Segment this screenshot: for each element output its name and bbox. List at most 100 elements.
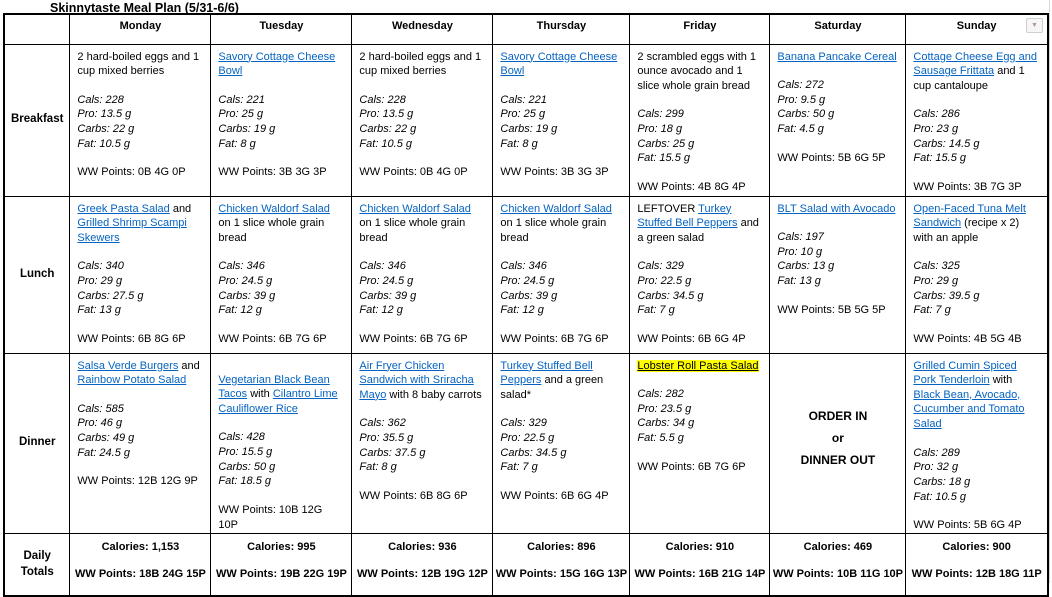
nutrition-fat: Fat: 12 g bbox=[218, 304, 262, 317]
nutrition-pro: Pro: 25 g bbox=[500, 108, 546, 121]
spacer bbox=[777, 216, 898, 230]
column-header-tuesday: Tuesday bbox=[210, 13, 353, 45]
day-label: Friday bbox=[683, 20, 717, 32]
recipe-link[interactable]: Savory Cottage Cheese Bowl bbox=[218, 50, 336, 78]
meal-description: 2 hard-boiled eggs and 1 cup mixed berri… bbox=[359, 50, 485, 79]
recipe-link[interactable]: Salsa Verde Burgers bbox=[77, 359, 179, 372]
meal-text: and a green salad bbox=[637, 217, 759, 244]
recipe-link[interactable]: Chicken Waldorf Salad bbox=[218, 202, 330, 215]
nutrition-cals: Cals: 228 bbox=[359, 93, 406, 106]
nutrition-cals: Cals: 325 bbox=[913, 260, 960, 273]
meal-description: Lobster Roll Pasta Salad bbox=[637, 359, 762, 374]
meal-cell-dinner-friday: Lobster Roll Pasta Salad Cals: 282 Pro: 23… bbox=[629, 352, 771, 534]
recipe-link[interactable]: Grilled Cumin Spiced Pork Tenderloin bbox=[913, 359, 1017, 387]
nutrition-cals: Cals: 221 bbox=[500, 93, 547, 106]
meal-cell-lunch-monday: Greek Pasta Salad and Grilled Shrimp Sca… bbox=[69, 195, 212, 354]
recipe-link[interactable]: Turkey Stuffed Bell Peppers bbox=[500, 359, 593, 387]
dropdown-arrow-icon[interactable]: ▼ bbox=[1025, 18, 1043, 33]
nutrition-block: Cals: 585 Pro: 46 g Carbs: 49 g Fat: 24.5 g bbox=[77, 402, 203, 461]
nutrition-carbs: Carbs: 19 g bbox=[218, 123, 276, 135]
recipe-link[interactable]: BLT Salad with Avocado bbox=[777, 202, 896, 215]
recipe-link[interactable]: Turkey Stuffed Bell Peppers bbox=[637, 202, 738, 230]
recipe-link[interactable]: Open-Faced Tuna Melt Sandwich bbox=[913, 202, 1026, 230]
nutrition-pro: Pro: 22.5 g bbox=[637, 275, 692, 287]
spacer bbox=[500, 475, 622, 489]
spacer bbox=[913, 166, 1040, 180]
nutrition-cals: Cals: 221 bbox=[218, 93, 265, 106]
spacer bbox=[218, 416, 344, 430]
total-cell-tuesday: Calories: 995 WW Points: 19B 22G 19P bbox=[210, 532, 353, 597]
recipe-link[interactable]: Air Fryer Chicken Sandwich with Sriracha… bbox=[359, 359, 474, 401]
spacer bbox=[500, 245, 622, 259]
nutrition-fat: Fat: 12 g bbox=[359, 304, 403, 317]
spacer bbox=[359, 245, 485, 259]
meal-text: on 1 slice whole grain bread bbox=[359, 217, 466, 244]
spacer bbox=[777, 64, 898, 78]
nutrition-carbs: Carbs: 27.5 g bbox=[77, 289, 144, 302]
spacer bbox=[218, 489, 344, 503]
nutrition-pro: Pro: 13.5 g bbox=[359, 108, 414, 121]
ww-points: WW Points: 6B 6G 4P bbox=[637, 332, 746, 345]
total-ww-points: WW Points: 16B 21G 14P bbox=[634, 568, 766, 581]
column-header-sunday: Sunday ▼ bbox=[905, 13, 1049, 45]
meal-cell-lunch-friday: LEFTOVER Turkey Stuffed Bell Peppers and… bbox=[629, 195, 771, 354]
nutrition-fat: Fat: 8 g bbox=[500, 137, 538, 150]
meal-description: Cottage Cheese Egg and Sausage Frittata … bbox=[913, 50, 1040, 94]
meal-description: Salsa Verde Burgers and Rainbow Potato S… bbox=[77, 359, 203, 388]
meal-description: Savory Cottage Cheese Bowl bbox=[218, 50, 344, 79]
nutrition-cals: Cals: 329 bbox=[637, 260, 684, 273]
recipe-link[interactable]: Chicken Waldorf Salad bbox=[500, 202, 612, 215]
recipe-link[interactable]: Banana Pancake Cereal bbox=[777, 50, 897, 63]
meal-description: Greek Pasta Salad and Grilled Shrimp Sca… bbox=[77, 202, 203, 246]
total-calories: Calories: 896 bbox=[527, 540, 596, 553]
window-edge bbox=[1049, 0, 1050, 583]
nutrition-cals: Cals: 272 bbox=[777, 79, 824, 92]
ww-points: WW Points: 3B 3G 3P bbox=[218, 166, 327, 179]
meal-cell-breakfast-monday: 2 hard-boiled eggs and 1 cup mixed berri… bbox=[69, 43, 212, 197]
spacer bbox=[218, 245, 344, 259]
meal-cell-dinner-thursday: Turkey Stuffed Bell Peppers and a green … bbox=[492, 352, 631, 534]
total-calories: Calories: 995 bbox=[247, 540, 316, 553]
recipe-link[interactable]: Vegetarian Black Bean Tacos bbox=[218, 373, 330, 401]
spacer bbox=[77, 460, 203, 474]
recipe-link[interactable]: Grilled Shrimp Scampi Skewers bbox=[77, 217, 187, 244]
recipe-link[interactable]: Lobster Roll Pasta Salad bbox=[637, 359, 759, 372]
meal-description: 2 hard-boiled eggs and 1 cup mixed berri… bbox=[77, 50, 203, 79]
recipe-link[interactable]: Cilantro Lime Cauliflower Rice bbox=[218, 388, 338, 415]
meal-cell-breakfast-friday: 2 scrambled eggs with 1 ounce avocado an… bbox=[629, 43, 771, 197]
meal-text: on 1 slice whole grain bread bbox=[218, 217, 325, 244]
ww-points: WW Points: 6B 8G 6P bbox=[359, 489, 468, 502]
spacer bbox=[777, 289, 898, 303]
meal-text: LEFTOVER bbox=[637, 202, 699, 215]
recipe-link[interactable]: Rainbow Potato Salad bbox=[77, 374, 187, 387]
nutrition-block: Cals: 329 Pro: 22.5 g Carbs: 34.5 g Fat: 7 … bbox=[637, 259, 762, 318]
ww-points: WW Points: 6B 7G 6P bbox=[637, 460, 746, 473]
recipe-link[interactable]: Greek Pasta Salad bbox=[77, 202, 170, 215]
total-ww-points: WW Points: 18B 24G 15P bbox=[75, 568, 206, 581]
nutrition-fat: Fat: 13 g bbox=[77, 304, 121, 317]
nutrition-block: Cals: 346 Pro: 24.5 g Carbs: 39 g Fat: 12 g bbox=[359, 259, 485, 318]
recipe-link[interactable]: Chicken Waldorf Salad bbox=[359, 202, 471, 215]
row-label-lunch: Lunch bbox=[3, 195, 71, 354]
row-daily-totals: Daily Totals Calories: 1,153 WW Points: 18… bbox=[3, 532, 1049, 597]
nutrition-fat: Fat: 10.5 g bbox=[77, 137, 131, 150]
nutrition-block: Cals: 346 Pro: 24.5 g Carbs: 39 g Fat: 12 g bbox=[500, 259, 622, 318]
nutrition-pro: Pro: 46 g bbox=[77, 417, 123, 430]
nutrition-pro: Pro: 18 g bbox=[637, 123, 683, 135]
nutrition-fat: Fat: 7 g bbox=[913, 304, 951, 317]
spacer bbox=[218, 151, 344, 165]
ww-points: WW Points: 3B 3G 3P bbox=[500, 166, 609, 179]
spacer bbox=[77, 245, 203, 259]
meal-cell-breakfast-tuesday: Savory Cottage Cheese Bowl Cals: 221 Pro: … bbox=[210, 43, 353, 197]
day-label: Thursday bbox=[536, 20, 587, 32]
recipe-link[interactable]: Black Bean, Avocado, Cucumber and Tomato… bbox=[913, 388, 1025, 430]
nutrition-carbs: Carbs: 13 g bbox=[777, 260, 835, 273]
recipe-link[interactable]: Cottage Cheese Egg and Sausage Frittata bbox=[913, 50, 1037, 78]
nutrition-cals: Cals: 585 bbox=[77, 402, 124, 415]
meal-description: Chicken Waldorf Salad on 1 slice whole g… bbox=[500, 202, 622, 246]
meal-text: on 1 slice whole grain bread bbox=[500, 217, 607, 244]
nutrition-pro: Pro: 23.5 g bbox=[637, 402, 692, 415]
column-header-wednesday: Wednesday bbox=[351, 13, 494, 45]
spacer bbox=[777, 137, 898, 151]
recipe-link[interactable]: Savory Cottage Cheese Bowl bbox=[500, 50, 618, 78]
